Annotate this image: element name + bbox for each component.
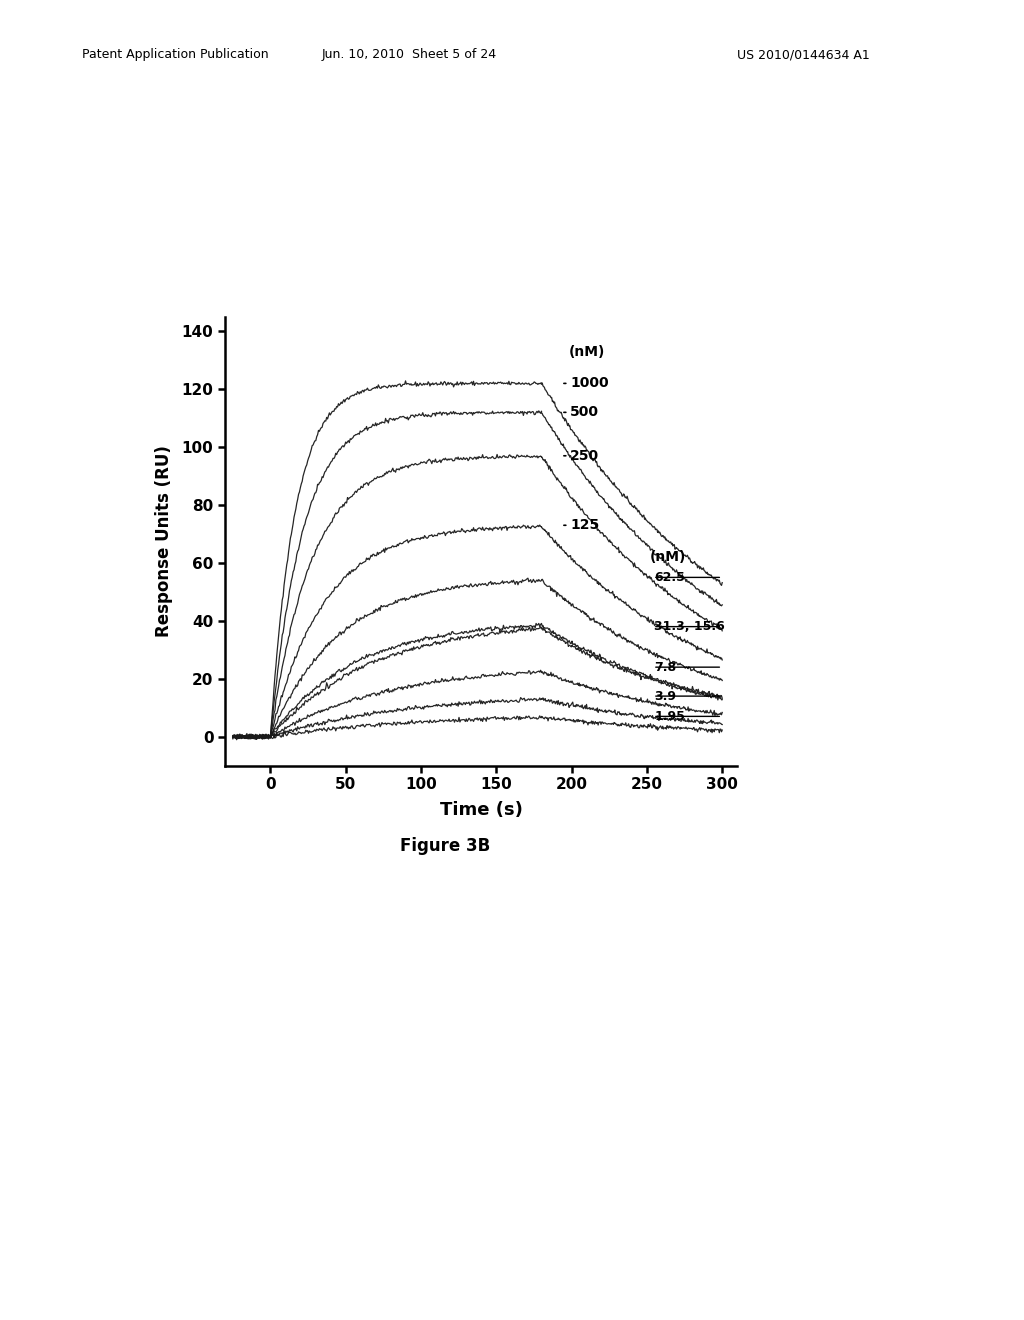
Text: 250: 250 — [570, 449, 599, 463]
Text: 3.9: 3.9 — [654, 689, 677, 702]
Y-axis label: Response Units (RU): Response Units (RU) — [156, 445, 173, 638]
Text: 1000: 1000 — [570, 376, 608, 391]
Text: (nM): (nM) — [650, 550, 686, 564]
X-axis label: Time (s): Time (s) — [440, 801, 522, 818]
Text: Patent Application Publication: Patent Application Publication — [82, 48, 268, 61]
Text: 31.3, 15.6: 31.3, 15.6 — [654, 620, 725, 634]
Text: 125: 125 — [570, 519, 599, 532]
Text: 1.95: 1.95 — [654, 710, 685, 723]
Text: US 2010/0144634 A1: US 2010/0144634 A1 — [737, 48, 870, 61]
Text: Figure 3B: Figure 3B — [400, 837, 490, 855]
Text: Jun. 10, 2010  Sheet 5 of 24: Jun. 10, 2010 Sheet 5 of 24 — [322, 48, 498, 61]
Text: 7.8: 7.8 — [654, 660, 677, 673]
Text: (nM): (nM) — [568, 345, 605, 359]
Text: 500: 500 — [570, 405, 599, 420]
Text: 62.5: 62.5 — [654, 570, 685, 583]
